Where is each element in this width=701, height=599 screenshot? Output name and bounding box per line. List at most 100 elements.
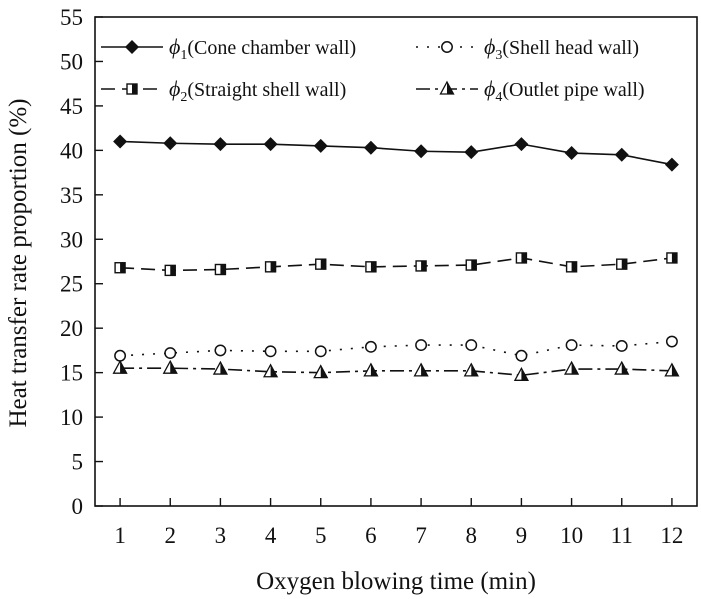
data-point-phi2: [565, 261, 578, 273]
y-tick-label: 40: [60, 138, 83, 163]
square-marker-fill: [370, 261, 376, 272]
square-marker-fill: [270, 261, 276, 272]
square-marker-fill: [521, 252, 527, 263]
square-marker-fill: [320, 259, 326, 270]
legend-entry-phi3: ϕ3(Shell head wall): [416, 34, 639, 63]
triangle-marker-fill: [120, 361, 127, 374]
circle-marker-shape: [441, 41, 453, 53]
x-tick-label: 4: [265, 523, 277, 548]
circle-marker-shape: [515, 349, 528, 362]
series-line-phi1: [120, 140, 673, 166]
circle-marker-shape: [465, 339, 478, 352]
square-marker-fill: [621, 259, 627, 270]
data-point-phi1: [414, 144, 429, 159]
triangle-marker-fill: [170, 361, 177, 374]
data-point-phi3: [465, 339, 478, 352]
legend-entry-phi2: ϕ2(Straight shell wall): [101, 76, 346, 105]
data-point-phi1: [363, 140, 378, 155]
x-tick-label: 9: [516, 523, 528, 548]
x-tick-label: 3: [215, 523, 227, 548]
data-point-phi4: [112, 359, 128, 374]
data-point-phi4: [664, 362, 680, 377]
triangle-marker-fill: [370, 363, 378, 376]
circle-marker-shape: [415, 339, 428, 352]
legend-label-phi4: ϕ4(Outlet pipe wall): [484, 76, 645, 105]
data-point-phi1: [313, 138, 328, 153]
square-marker-fill: [471, 260, 477, 271]
data-point-phi3: [264, 345, 277, 358]
y-tick-label: 45: [60, 94, 83, 119]
square-marker-fill: [671, 252, 677, 263]
series-phi4: [112, 359, 680, 381]
data-point-phi2: [415, 260, 427, 272]
data-point-phi3: [364, 340, 377, 353]
legend-label-phi1: ϕ1(Cone chamber wall): [169, 34, 356, 63]
square-marker-fill: [120, 262, 126, 273]
y-tick-label: 10: [60, 405, 83, 430]
data-point-phi2: [114, 262, 126, 274]
data-point-phi1: [263, 137, 278, 152]
data-point-phi2: [214, 263, 227, 276]
triangle-marker-fill: [270, 364, 278, 377]
circle-marker-shape: [615, 340, 628, 352]
series-line-phi2: [120, 257, 673, 272]
x-tick-label: 11: [611, 523, 633, 548]
square-marker-fill: [170, 265, 176, 276]
y-tick-label: 15: [60, 361, 83, 386]
circle-marker-shape: [164, 347, 177, 360]
data-point-phi1: [514, 137, 529, 152]
triangle-marker-fill: [320, 365, 328, 378]
data-point-phi2: [616, 258, 628, 270]
triangle-marker-fill: [220, 362, 227, 375]
data-point-phi3: [164, 347, 177, 360]
data-point-phi1: [163, 136, 178, 151]
y-axis-title: Heat transfer rate proportion (%): [5, 98, 32, 427]
legend-label-phi2: ϕ2(Straight shell wall): [169, 76, 346, 105]
data-point-phi4: [413, 362, 429, 377]
triangle-marker-fill: [571, 362, 579, 375]
x-tick-label: 12: [660, 523, 683, 548]
data-point-phi2: [315, 258, 327, 270]
x-tick-label: 2: [165, 523, 177, 548]
y-tick-label: 0: [72, 494, 84, 519]
x-tick-label: 8: [466, 523, 478, 548]
y-tick-label: 35: [60, 183, 83, 208]
data-point-phi3: [415, 339, 428, 352]
y-tick-label: 5: [72, 450, 84, 475]
series-line-phi3: [120, 340, 672, 357]
data-point-phi2: [365, 261, 377, 273]
circle-marker-shape: [114, 349, 127, 362]
y-tick-label: 30: [60, 227, 83, 252]
circle-marker-shape: [364, 340, 377, 353]
data-point-phi2: [515, 252, 528, 264]
data-point-phi4: [614, 360, 630, 375]
triangle-marker-fill: [421, 363, 428, 376]
data-point-phi3: [114, 349, 127, 362]
legend-marker-phi2: [126, 83, 138, 95]
data-point-phi2: [264, 261, 277, 273]
data-point-phi1: [564, 146, 579, 161]
x-axis-title: Oxygen blowing time (min): [256, 568, 536, 595]
data-point-phi2: [164, 264, 176, 277]
plot-area-frame: [94, 16, 698, 507]
circle-marker-shape: [264, 345, 277, 358]
data-point-phi1: [464, 145, 479, 160]
series-line-phi4: [120, 367, 672, 377]
triangle-marker-fill: [521, 368, 528, 381]
series-phi1: [113, 134, 679, 172]
circle-marker-shape: [314, 345, 327, 358]
x-tick-label: 6: [365, 523, 377, 548]
data-point-phi3: [214, 344, 227, 357]
square-marker-fill: [132, 84, 137, 94]
data-point-phi4: [513, 366, 530, 381]
data-point-phi3: [615, 340, 628, 352]
triangle-marker-fill: [447, 82, 454, 94]
y-tick-label: 25: [60, 272, 83, 297]
data-point-phi4: [162, 359, 178, 374]
series-phi3: [114, 335, 678, 362]
circle-marker-shape: [665, 335, 678, 348]
data-point-phi1: [614, 147, 629, 162]
data-point-phi2: [666, 252, 678, 264]
